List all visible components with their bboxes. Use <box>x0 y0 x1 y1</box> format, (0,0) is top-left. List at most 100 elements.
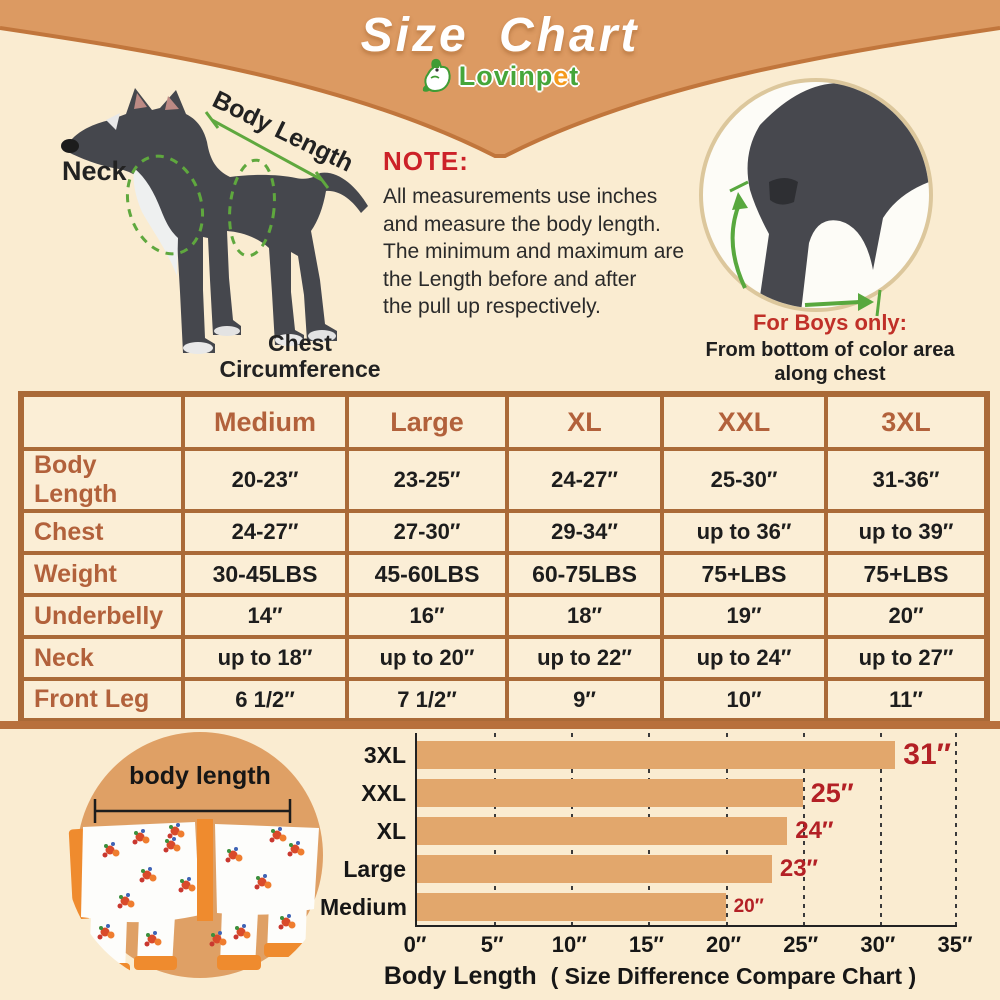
inset-tick <box>729 180 749 193</box>
table-cell: 30-45LBS <box>181 551 349 597</box>
tick-20: 20″ <box>706 932 742 957</box>
chart-category-xxl: XXL <box>361 780 406 806</box>
dog-diagram <box>61 88 368 354</box>
table-cell: 14″ <box>181 593 349 639</box>
tick-15: 15″ <box>628 932 664 957</box>
table-cell: 11″ <box>824 677 989 723</box>
table-cell: 10″ <box>660 677 828 723</box>
boys-note-line2: along chest <box>774 363 886 385</box>
table-row-chest: Chest 24-27″ 27-30″ 29-34″ up to 36″ up … <box>19 509 989 555</box>
chart-category-xl: XL <box>376 818 406 844</box>
header-band-shape <box>0 0 1000 156</box>
bar-value-xl: 24″ <box>795 817 834 844</box>
bar-3xl <box>417 741 896 769</box>
table-cell: 27-30″ <box>345 509 509 555</box>
body-length-bar-chart: 3XL XXL XL Large Medium 31″ 25″ 24″ 23″ … <box>320 730 980 996</box>
table-cell: 7 1/2″ <box>345 677 509 723</box>
boys-inset-circle <box>699 78 933 317</box>
chart-plot-area: 31″ 25″ 24″ 23″ 20″ <box>415 733 957 927</box>
note-line: The minimum and maximum are <box>383 240 685 263</box>
inset-dog-shadow <box>769 178 798 205</box>
tick-0: 0″ <box>403 932 427 957</box>
table-cell: 75+LBS <box>660 551 828 597</box>
table-row-neck: Neck up to 18″ up to 20″ up to 22″ up to… <box>19 635 989 681</box>
section-divider <box>0 721 1000 729</box>
chart-xlabel-note: ( Size Difference Compare Chart ) <box>550 963 917 989</box>
table-cell: 24-27″ <box>505 447 664 513</box>
note-line: the Length before and after <box>383 267 637 291</box>
table-cell: up to 36″ <box>660 509 828 555</box>
row-label: Front Leg <box>19 677 185 723</box>
tick-5: 5″ <box>480 932 504 957</box>
size-table: Medium Large XL XXL 3XL Body Length 20-2… <box>18 391 990 724</box>
bar-value-xxl: 25″ <box>810 778 854 808</box>
chart-caption: Body Length ( Size Difference Compare Cha… <box>320 962 980 991</box>
table-cell: up to 27″ <box>824 635 989 681</box>
size-header-medium: Medium <box>181 392 349 451</box>
inset-bottom-arrow <box>804 300 861 307</box>
brand-dog-icon <box>422 58 451 93</box>
x-axis-ticks: 0″ 5″ 10″ 15″ 20″ 25″ 30″ 35″ <box>404 932 973 958</box>
neck-measure-ellipse <box>125 154 205 256</box>
boys-note-line1: From bottom of color area <box>705 339 955 361</box>
table-cell: up to 20″ <box>345 635 509 681</box>
table-corner-cell <box>19 392 185 451</box>
size-header-large: Large <box>345 392 509 451</box>
bar-value-large: 23″ <box>779 855 819 882</box>
tick-10: 10″ <box>551 932 587 957</box>
table-cell: 25-30″ <box>660 447 828 513</box>
note-line: the pull up respectively. <box>383 295 601 318</box>
dog-chest-patch <box>133 168 178 276</box>
table-cell: 31-36″ <box>824 447 989 513</box>
chest-label-line1: Chest <box>268 330 332 356</box>
bar-value-medium: 20″ <box>733 896 764 917</box>
tick-25: 25″ <box>783 932 819 957</box>
table-cell: 75+LBS <box>824 551 989 597</box>
bar-medium <box>417 893 726 921</box>
boys-note-heading: For Boys only: <box>752 310 907 335</box>
table-row-underbelly: Underbelly 14″ 16″ 18″ 19″ 20″ <box>19 593 989 639</box>
bar-large <box>417 855 772 883</box>
chart-category-3xl: 3XL <box>363 742 406 768</box>
brand-name: Lovinpet <box>459 61 580 92</box>
table-cell: 45-60LBS <box>345 551 509 597</box>
table-row-body-length: Body Length 20-23″ 23-25″ 24-27″ 25-30″ … <box>19 447 989 513</box>
table-header-row: Medium Large XL XXL 3XL <box>19 392 989 451</box>
brand-name-part: Lovinp <box>458 60 554 91</box>
inset-arrowhead-up <box>732 192 748 210</box>
note-block: NOTE: All measurements use inches and me… <box>383 146 703 321</box>
body-length-tick <box>204 111 220 129</box>
body-length-line <box>211 118 323 182</box>
note-line: and measure the body length. <box>383 212 661 236</box>
chart-xlabel: Body Length <box>383 962 537 990</box>
table-cell: 29-34″ <box>505 509 664 555</box>
chart-category-large: Large <box>343 856 406 882</box>
bar-value-3xl: 31″ <box>903 738 952 771</box>
garment-body-length-label: body length <box>129 762 271 790</box>
row-label: Body Length <box>19 447 185 513</box>
size-header-xxl: XXL <box>660 392 828 451</box>
bar-xxl <box>417 779 803 807</box>
note-heading: NOTE: <box>383 146 469 176</box>
header-band <box>0 0 1000 158</box>
brand-name-part2: t <box>569 60 580 91</box>
tick-30: 30″ <box>860 932 896 957</box>
inset-arrowhead-right <box>858 293 874 311</box>
dog-ear-inner <box>165 96 179 110</box>
dog-body <box>68 88 368 353</box>
note-line: All measurements use inches <box>383 185 658 208</box>
table-cell: up to 22″ <box>505 635 664 681</box>
table-row-weight: Weight 30-45LBS 45-60LBS 60-75LBS 75+LBS… <box>19 551 989 597</box>
brand-name-accent: e <box>553 60 570 91</box>
tick-35: 35″ <box>937 932 973 957</box>
boys-note-block: For Boys only: From bottom of color area… <box>690 310 970 386</box>
row-label: Weight <box>19 551 185 597</box>
pajama-garments <box>68 819 319 978</box>
dog-paw <box>308 330 336 342</box>
page-title: Size Chart <box>360 9 640 62</box>
chest-label-line2: Circumference <box>219 356 381 382</box>
table-cell: 23-25″ <box>345 447 509 513</box>
header-band-edge <box>0 26 1000 158</box>
gridline <box>802 733 805 925</box>
table-cell: 6 1/2″ <box>181 677 349 723</box>
